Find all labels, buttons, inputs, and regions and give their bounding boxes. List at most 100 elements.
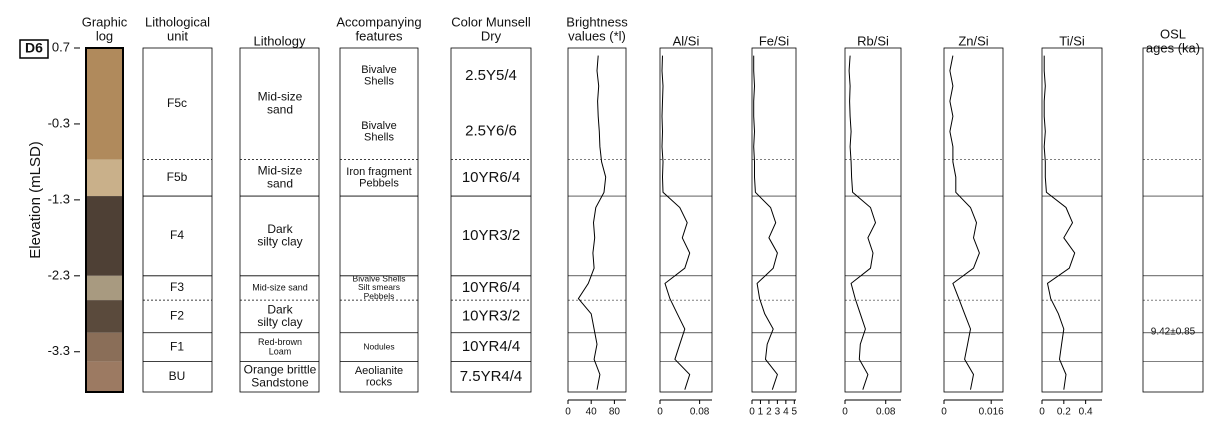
log-segment xyxy=(86,361,123,392)
lithology-text: Mid-size sand xyxy=(252,282,308,292)
x-tick-label: 5 xyxy=(792,407,798,418)
column-header: Lithology xyxy=(253,33,306,48)
osl-box xyxy=(1142,47,1204,393)
unit-name: BU xyxy=(169,369,186,383)
feature-text: Bivalve Shells xyxy=(353,273,406,283)
feature-text: Aeolianite xyxy=(355,365,403,377)
column-box xyxy=(339,47,419,393)
core-label: D6 xyxy=(25,40,43,56)
column-box xyxy=(450,47,532,393)
munsell-text: 10YR3/2 xyxy=(462,227,520,244)
curve xyxy=(949,55,980,390)
log-segment xyxy=(86,275,123,301)
core-box xyxy=(19,39,49,59)
feature-text: Nodules xyxy=(363,341,394,351)
unit-name: F4 xyxy=(170,228,184,242)
column-box xyxy=(142,47,213,393)
log-segment xyxy=(86,196,123,276)
panel-title: Fe/Si xyxy=(759,33,789,48)
curve xyxy=(1043,55,1076,390)
curve xyxy=(848,55,877,390)
column-header: log xyxy=(96,28,113,43)
lithology-text: Mid-size xyxy=(258,90,303,104)
feature-text: Shells xyxy=(364,76,394,88)
munsell-text: 2.5Y6/6 xyxy=(465,123,517,140)
log-segment xyxy=(86,300,123,333)
x-tick-label: 0 xyxy=(842,407,848,418)
panel-title: Ti/Si xyxy=(1059,33,1085,48)
feature-text: Iron fragment xyxy=(346,166,411,178)
panel-box xyxy=(943,47,1004,393)
x-tick-label: 0 xyxy=(941,407,947,418)
munsell-text: 2.5Y5/4 xyxy=(465,67,517,84)
panel-box xyxy=(659,47,713,393)
curve xyxy=(753,55,778,390)
y-axis-label: Elevation (mLSD) xyxy=(27,141,44,259)
x-tick-label: 4 xyxy=(783,407,789,418)
feature-text: Shells xyxy=(364,131,394,143)
panel-box xyxy=(844,47,902,393)
unit-name: F5b xyxy=(167,170,188,184)
column-header: Color Munsell xyxy=(451,15,531,30)
x-tick-label: 0.08 xyxy=(876,407,896,418)
unit-name: F3 xyxy=(170,280,184,294)
x-tick-label: 0 xyxy=(1039,407,1045,418)
column-header: Graphic xyxy=(82,15,128,30)
x-tick-label: 2 xyxy=(766,407,772,418)
x-tick-label: 0 xyxy=(657,407,663,418)
x-tick-label: 0 xyxy=(565,407,571,418)
panel-box xyxy=(751,47,797,393)
unit-name: F1 xyxy=(170,339,184,353)
column-header: Accompanying xyxy=(336,15,421,30)
column-header: Dry xyxy=(481,28,502,43)
column-box xyxy=(239,47,320,393)
panel-box xyxy=(1041,47,1103,393)
munsell-text: 10YR6/4 xyxy=(462,279,520,296)
lithology-text: Sandstone xyxy=(251,375,309,389)
log-frame xyxy=(85,47,124,393)
y-tick-label: -1.3 xyxy=(48,191,70,206)
lithology-text: Red-brown xyxy=(258,337,302,347)
panel-box xyxy=(567,47,627,393)
panel-title: Rb/Si xyxy=(857,33,889,48)
x-tick-label: 1 xyxy=(758,407,764,418)
lithology-text: sand xyxy=(267,102,293,116)
munsell-text: 10YR3/2 xyxy=(462,307,520,324)
column-header: Lithological xyxy=(145,15,210,30)
log-segment xyxy=(86,48,123,160)
column-header: features xyxy=(356,28,403,43)
feature-text: rocks xyxy=(366,376,393,388)
lithology-text: Dark xyxy=(267,222,293,236)
x-tick-label: 0 xyxy=(749,407,755,418)
lithology-text: Orange brittle xyxy=(244,363,317,377)
lithology-text: Loam xyxy=(269,346,292,356)
curve xyxy=(577,55,607,390)
panel-title: Al/Si xyxy=(673,33,700,48)
log-segment xyxy=(86,332,123,362)
panel-title: Brightness xyxy=(566,15,628,30)
osl-age: 9.42±0.85 xyxy=(1151,326,1196,337)
munsell-text: 10YR4/4 xyxy=(462,338,520,355)
panel-title: Zn/Si xyxy=(958,33,988,48)
x-tick-label: 0.4 xyxy=(1079,407,1093,418)
feature-text: Bivalve xyxy=(361,120,396,132)
unit-name: F2 xyxy=(170,309,184,323)
lithology-text: sand xyxy=(267,176,293,190)
lithology-text: Dark xyxy=(267,302,293,316)
munsell-text: 7.5YR4/4 xyxy=(460,368,523,385)
unit-name: F5c xyxy=(167,96,187,110)
x-tick-label: 0.2 xyxy=(1057,407,1071,418)
x-tick-label: 0.08 xyxy=(690,407,710,418)
osl-title: OSL xyxy=(1160,27,1186,42)
munsell-text: 10YR6/4 xyxy=(462,169,520,186)
feature-text: Silt smears xyxy=(358,282,400,292)
feature-text: Bivalve xyxy=(361,64,396,76)
y-tick-label: -3.3 xyxy=(48,343,70,358)
x-tick-label: 0.016 xyxy=(979,407,1004,418)
column-header: unit xyxy=(167,28,188,43)
y-tick-label: -0.3 xyxy=(48,115,70,130)
panel-title: values (*l) xyxy=(568,28,626,43)
x-tick-label: 80 xyxy=(609,407,621,418)
feature-text: Pebbels xyxy=(364,291,395,301)
